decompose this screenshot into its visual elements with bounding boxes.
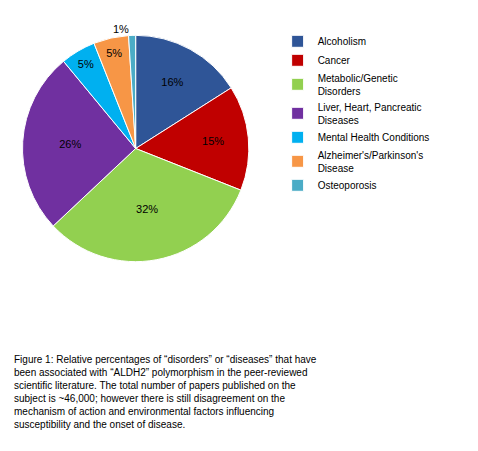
svg-text:Alcoholism: Alcoholism [318, 36, 366, 47]
svg-text:5%: 5% [106, 47, 122, 59]
svg-text:Cancer: Cancer [318, 55, 351, 66]
svg-text:1%: 1% [113, 23, 129, 35]
svg-text:15%: 15% [202, 135, 224, 147]
svg-text:32%: 32% [136, 203, 158, 215]
svg-text:Figure 1: Relative percentages: Figure 1: Relative percentages of “disor… [14, 354, 317, 430]
svg-text:Alzheimer's/Parkinson'sDisease: Alzheimer's/Parkinson'sDisease [318, 150, 424, 174]
svg-text:26%: 26% [59, 138, 81, 150]
svg-text:Metabolic/GeneticDisorders: Metabolic/GeneticDisorders [318, 73, 398, 97]
svg-text:5%: 5% [78, 58, 94, 70]
svg-text:Mental Health Conditions: Mental Health Conditions [318, 132, 430, 143]
svg-text:Liver, Heart, PancreaticDiseas: Liver, Heart, PancreaticDiseases [318, 102, 422, 126]
svg-text:16%: 16% [161, 76, 183, 88]
svg-text:Osteoporosis: Osteoporosis [318, 180, 377, 191]
